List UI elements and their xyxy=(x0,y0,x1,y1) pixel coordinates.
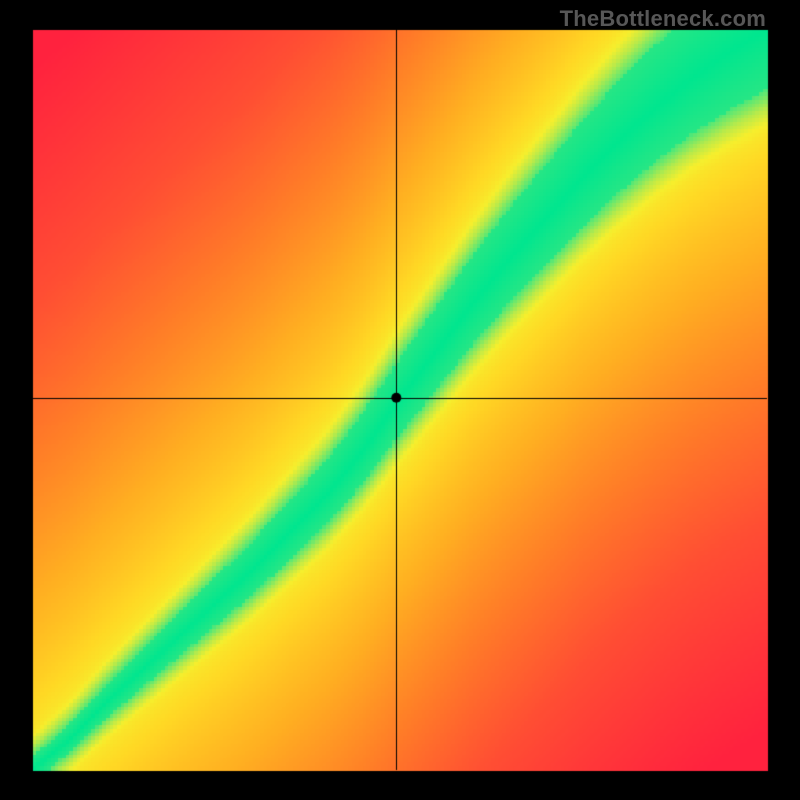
chart-container: TheBottleneck.com xyxy=(0,0,800,800)
heatmap-canvas xyxy=(0,0,800,800)
watermark: TheBottleneck.com xyxy=(560,6,766,32)
